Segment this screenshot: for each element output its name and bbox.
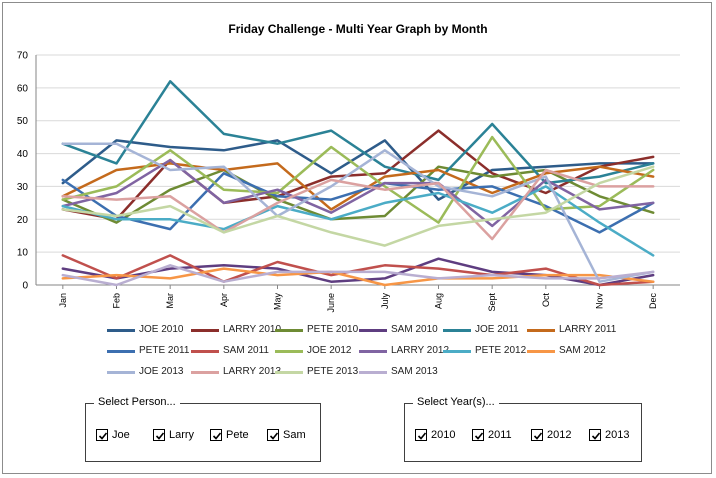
y-tick-label: 20 bbox=[17, 215, 29, 226]
legend-label: PETE 2012 bbox=[475, 345, 527, 356]
checkbox-box[interactable] bbox=[472, 429, 484, 441]
x-tick-label: Nov bbox=[595, 293, 605, 310]
check-icon bbox=[98, 432, 108, 440]
legend-label: PETE 2013 bbox=[307, 366, 359, 377]
checkbox-label: 2012 bbox=[547, 429, 572, 441]
check-icon bbox=[155, 432, 165, 440]
check-icon bbox=[533, 432, 543, 440]
legend-swatch bbox=[359, 350, 387, 353]
x-tick-label: Apr bbox=[219, 293, 229, 307]
x-tick-label: July bbox=[380, 293, 390, 310]
legend-label: SAM 2011 bbox=[223, 345, 269, 356]
x-tick-label: Feb bbox=[112, 293, 122, 309]
legend-swatch bbox=[527, 350, 555, 353]
series-line-larry-2013 bbox=[61, 168, 655, 241]
legend-label: LARRY 2010 bbox=[223, 324, 282, 335]
y-tick-label: 30 bbox=[17, 182, 29, 193]
series-line-joe-2011 bbox=[61, 80, 655, 185]
series-line-sam-2011 bbox=[61, 254, 655, 287]
legend-swatch bbox=[359, 329, 387, 332]
legend-swatch bbox=[107, 350, 135, 353]
legend-swatch bbox=[191, 329, 219, 332]
legend-label: JOE 2011 bbox=[475, 324, 519, 335]
series-line-joe-2010 bbox=[61, 139, 655, 201]
legend-label: PETE 2011 bbox=[139, 345, 190, 356]
line-chart: 0 10 20 30 40 50 60 70 Jan Feb Mar Apr May June July Au… bbox=[17, 51, 680, 313]
x-tick-label: Dec bbox=[648, 293, 658, 310]
series-line-joe-2013 bbox=[61, 142, 655, 283]
series-line-sam-2010 bbox=[61, 257, 655, 287]
y-tick-label: 10 bbox=[17, 248, 29, 259]
check-icon bbox=[591, 432, 601, 440]
series-line-pete-2013 bbox=[61, 165, 655, 247]
legend-swatch bbox=[191, 350, 219, 353]
chart-legend: JOE 2010 LARRY 2010 PETE 2010 SAM 2010 JOE 2… bbox=[0, 320, 716, 380]
legend-swatch bbox=[275, 371, 303, 374]
series-line-pete-2011 bbox=[61, 172, 655, 234]
checkbox-box[interactable] bbox=[531, 429, 543, 441]
checkbox-box[interactable] bbox=[589, 429, 601, 441]
checkbox-box[interactable] bbox=[153, 429, 165, 441]
legend-swatch bbox=[443, 350, 471, 353]
x-tick-label: May bbox=[273, 293, 283, 311]
series-line-pete-2010 bbox=[61, 165, 655, 224]
select-year-group: Select Year(s)... 2010 2011 2012 2013 bbox=[404, 396, 642, 462]
y-tick-label: 0 bbox=[22, 281, 28, 292]
checkbox-label: Pete bbox=[226, 429, 249, 441]
legend-label: LARRY 2012 bbox=[391, 345, 450, 356]
x-tick-label: Aug bbox=[434, 293, 444, 309]
legend-label: JOE 2013 bbox=[139, 366, 184, 377]
check-icon bbox=[474, 432, 484, 440]
y-tick-label: 70 bbox=[17, 51, 29, 62]
checkbox-label: Joe bbox=[112, 429, 130, 441]
checkbox-label: 2011 bbox=[488, 429, 512, 441]
legend-swatch bbox=[443, 329, 471, 332]
select-person-group: Select Person... Joe Larry Pete Sam bbox=[85, 396, 321, 462]
x-tick-label: June bbox=[326, 293, 336, 313]
checkbox-label: 2010 bbox=[431, 429, 456, 441]
x-tick-label: Jan bbox=[58, 293, 68, 308]
chart-title: Friday Challenge - Multi Year Graph by M… bbox=[228, 22, 488, 36]
checkbox-box[interactable] bbox=[210, 429, 222, 441]
y-tick-label: 40 bbox=[17, 149, 29, 160]
legend-label: LARRY 2013 bbox=[223, 366, 282, 377]
legend-label: SAM 2012 bbox=[559, 345, 606, 356]
legend-swatch bbox=[191, 371, 219, 374]
legend-swatch bbox=[107, 371, 135, 374]
check-icon bbox=[417, 432, 427, 440]
legend-swatch bbox=[359, 371, 387, 374]
legend-label: SAM 2010 bbox=[391, 324, 438, 335]
check-icon bbox=[269, 432, 279, 440]
check-icon bbox=[212, 432, 222, 440]
legend-label: JOE 2012 bbox=[307, 345, 352, 356]
select-year-label: Select Year(s)... bbox=[413, 396, 499, 408]
series-line-sam-2013 bbox=[61, 264, 655, 287]
legend-label: JOE 2010 bbox=[139, 324, 184, 335]
checkbox-box[interactable] bbox=[267, 429, 279, 441]
series-line-sam-2012 bbox=[61, 267, 655, 287]
legend-swatch bbox=[107, 329, 135, 332]
checkbox-label: Sam bbox=[283, 429, 306, 441]
y-tick-label: 60 bbox=[17, 83, 29, 94]
checkbox-box[interactable] bbox=[96, 429, 108, 441]
checkbox-box[interactable] bbox=[415, 429, 427, 441]
legend-swatch bbox=[527, 329, 555, 332]
x-tick-label: Mar bbox=[165, 293, 175, 309]
select-person-label: Select Person... bbox=[94, 396, 180, 408]
legend-swatch bbox=[275, 350, 303, 353]
checkbox-label: Larry bbox=[169, 429, 195, 441]
legend-label: SAM 2013 bbox=[391, 366, 438, 377]
x-tick-label: Oct bbox=[541, 293, 551, 308]
series-line-larry-2010 bbox=[61, 129, 655, 221]
legend-swatch bbox=[275, 329, 303, 332]
checkbox-label: 2013 bbox=[605, 429, 630, 441]
x-tick-label: Sept bbox=[487, 293, 497, 312]
legend-label: LARRY 2011 bbox=[559, 324, 617, 335]
y-tick-label: 50 bbox=[17, 116, 29, 127]
legend-label: PETE 2010 bbox=[307, 324, 359, 335]
